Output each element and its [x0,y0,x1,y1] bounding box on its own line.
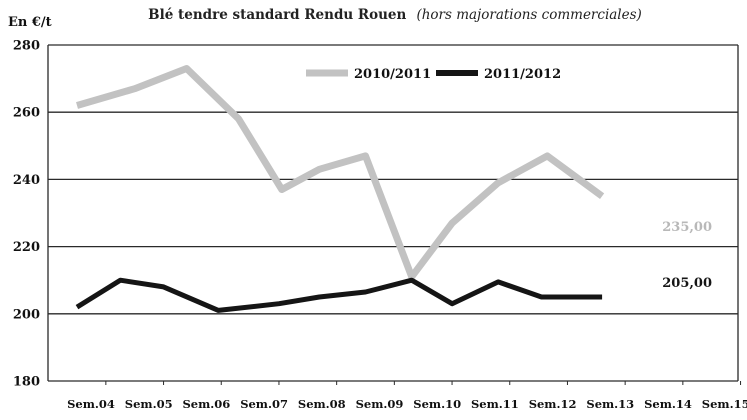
x-tick-label: Sem.11 [471,397,519,411]
y-tick-label: 180 [13,375,40,390]
end-label-2010-2011: 235,00 [662,220,712,235]
grid-layer [48,44,738,382]
chart-title: Blé tendre standard Rendu Rouen (hors ma… [148,4,642,23]
chart-subtitle: (hors majorations commerciales) [416,7,641,23]
axis-layer: 180 200 220 240 260 280 Sem.04 Sem.05 Sem.06 Sem.… [13,39,747,412]
x-tick-label: Sem.14 [644,397,692,411]
x-tick-label: Sem.09 [356,397,404,411]
x-tick-label: Sem.04 [67,397,115,411]
label-layer: 235,00 205,00 [662,220,712,291]
x-tick-label: Sem.07 [240,397,288,411]
end-label-2011-2012: 205,00 [662,276,712,291]
series-layer [75,65,605,313]
legend: 2010/2011 2011/2012 [306,67,561,82]
y-tick-label: 260 [13,106,40,121]
y-axis-unit-label: En €/t [8,15,52,30]
chart-title-main: Blé tendre standard Rendu Rouen [148,7,406,23]
y-tick-label: 280 [13,39,40,54]
x-tick-label: Sem.06 [183,397,231,411]
x-tick-label: Sem.05 [125,397,173,411]
legend-label-2011-2012: 2011/2012 [484,67,561,82]
x-tick-label: Sem.15 [702,397,747,411]
y-tick-label: 200 [13,307,40,322]
y-tick-label: 220 [13,240,40,255]
x-tick-label: Sem.13 [586,397,634,411]
x-tick-label: Sem.10 [413,397,461,411]
x-tick-label: Sem.12 [529,397,577,411]
series-line-2011-2012 [75,277,603,313]
y-tick-label: 240 [13,173,40,188]
legend-label-2010-2011: 2010/2011 [354,67,431,82]
x-tick-label: Sem.08 [298,397,346,411]
series-line-2010-2011 [76,65,605,281]
